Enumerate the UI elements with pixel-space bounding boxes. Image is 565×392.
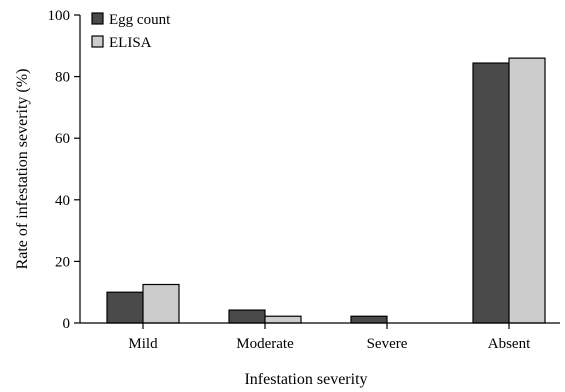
bar-egg-count-mild xyxy=(106,291,144,324)
legend-label-egg-count: Egg count xyxy=(109,12,171,28)
bar-egg-count-moderate xyxy=(228,309,266,324)
x-tick-label-moderate: Moderate xyxy=(236,336,294,352)
x-axis-title: Infestation severity xyxy=(244,371,367,388)
x-tick-label-mild: Mild xyxy=(128,336,158,352)
y-tick-label: 40 xyxy=(55,193,70,209)
y-tick-label: 80 xyxy=(55,70,70,86)
x-tick-label-severe: Severe xyxy=(367,336,408,352)
legend-swatch-elisa xyxy=(91,35,104,48)
y-tick-label: 60 xyxy=(55,131,70,147)
bar-elisa-absent xyxy=(508,57,546,324)
y-axis-title: Rate of infestation severity (%) xyxy=(14,69,31,270)
bar-elisa-mild xyxy=(142,283,180,324)
bar-elisa-moderate xyxy=(264,315,302,324)
y-tick-label: 20 xyxy=(55,254,70,270)
bar-egg-count-absent xyxy=(472,62,510,324)
y-axis-ticks: 0 20 40 60 80 100 xyxy=(48,8,80,332)
x-axis-ticks: Mild Moderate Severe Absent xyxy=(128,323,531,352)
y-tick-label: 100 xyxy=(48,8,71,24)
legend-swatch-egg-count xyxy=(91,12,104,25)
x-tick-label-absent: Absent xyxy=(488,336,531,352)
y-tick-label: 0 xyxy=(63,316,71,332)
bar-egg-count-severe xyxy=(350,315,388,324)
legend: Egg count ELISA xyxy=(91,12,171,51)
bars xyxy=(106,57,546,324)
legend-label-elisa: ELISA xyxy=(109,35,152,51)
